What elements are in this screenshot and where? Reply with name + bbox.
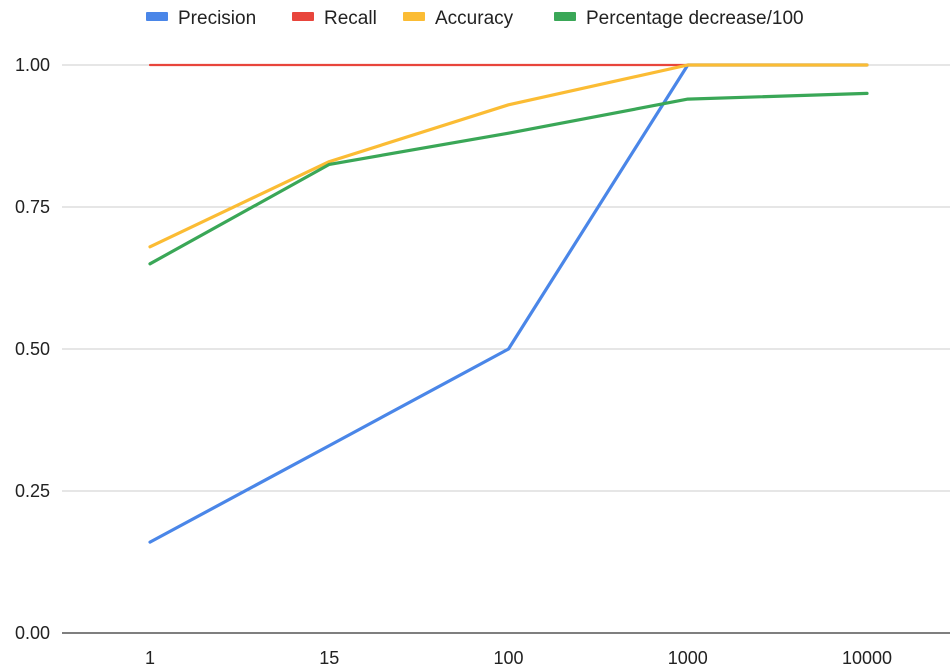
legend-swatch <box>403 12 425 21</box>
legend-swatch <box>292 12 314 21</box>
legend-swatch <box>554 12 576 21</box>
x-axis-ticks: 1 15 100 1000 10000 <box>145 648 892 668</box>
y-tick-label: 0.75 <box>15 197 50 217</box>
series-lines <box>148 63 869 544</box>
y-tick-label: 0.00 <box>15 623 50 643</box>
x-tick-label: 100 <box>493 648 523 668</box>
legend-label: Accuracy <box>435 8 514 29</box>
legend-label: Precision <box>178 8 256 29</box>
y-axis-ticks: 0.00 0.25 0.50 0.75 1.00 <box>15 55 50 643</box>
x-tick-label: 1 <box>145 648 155 668</box>
x-tick-label: 10000 <box>842 648 892 668</box>
legend-label: Percentage decrease/100 <box>586 8 804 29</box>
y-tick-label: 1.00 <box>15 55 50 75</box>
legend-swatch <box>146 12 168 21</box>
y-tick-label: 0.50 <box>15 339 50 359</box>
x-tick-label: 15 <box>319 648 339 668</box>
series-line-percentage-decrease-100 <box>148 91 869 266</box>
series-line-precision <box>148 63 869 544</box>
series-line-accuracy <box>148 63 869 249</box>
x-tick-label: 1000 <box>668 648 708 668</box>
legend: Precision Recall Accuracy Percentage decrea… <box>146 8 804 29</box>
y-tick-label: 0.25 <box>15 481 50 501</box>
legend-label: Recall <box>324 8 377 29</box>
